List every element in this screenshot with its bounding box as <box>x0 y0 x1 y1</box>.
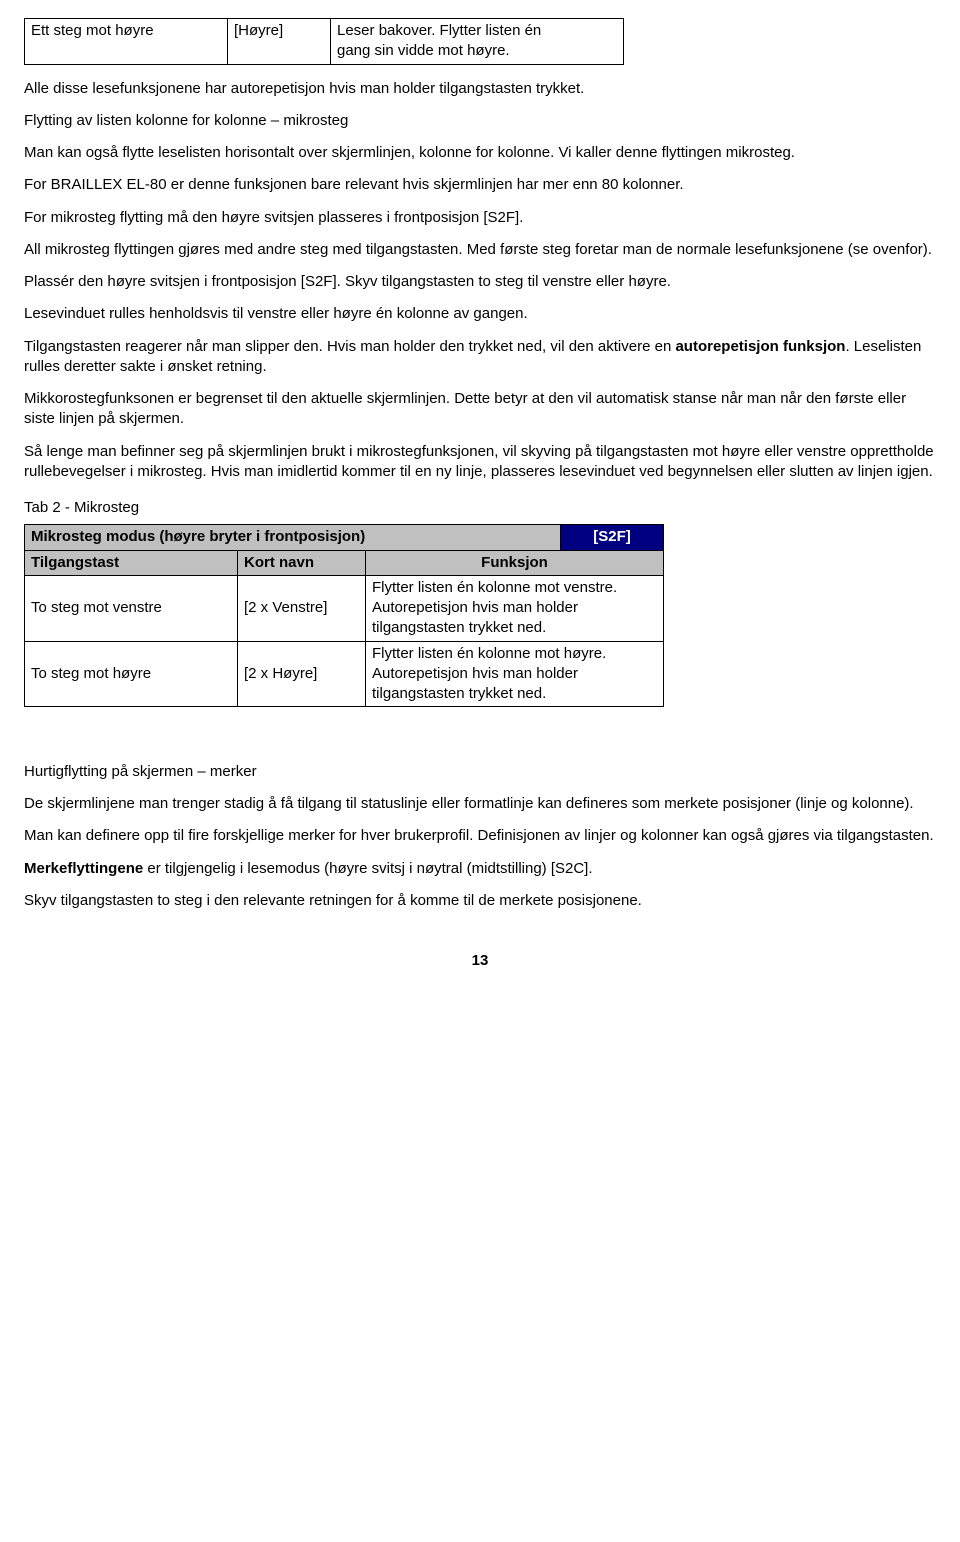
cell: To steg mot venstre <box>25 575 238 641</box>
paragraph: For mikrosteg flytting må den høyre svit… <box>24 208 936 228</box>
table-title: Mikrosteg modus (høyre bryter i frontpos… <box>25 525 561 550</box>
paragraph: Alle disse lesefunksjonene har autorepet… <box>24 79 936 99</box>
table-top: Ett steg mot høyre [Høyre] Leser bakover… <box>24 18 624 65</box>
paragraph: Lesevinduet rulles henholdsvis til venst… <box>24 304 936 324</box>
table-title-row: Mikrosteg modus (høyre bryter i frontpos… <box>25 525 664 550</box>
bold-text: autorepetisjon funksjon <box>675 338 845 355</box>
paragraph: Merkeflyttingene er tilgjengelig i lesem… <box>24 859 936 879</box>
cell-text: Leser bakover. Flytter listen én <box>337 22 541 39</box>
paragraph: Flytting av listen kolonne for kolonne –… <box>24 111 936 131</box>
col-header: Kort navn <box>238 550 366 575</box>
cell: Flytter listen én kolonne mot høyre. Aut… <box>366 641 664 707</box>
cell: Ett steg mot høyre <box>25 19 228 65</box>
table-row: To steg mot venstre [2 x Venstre] Flytte… <box>25 575 664 641</box>
cell: [2 x Høyre] <box>238 641 366 707</box>
table-code: [S2F] <box>561 525 664 550</box>
table-mikrosteg: Mikrosteg modus (høyre bryter i frontpos… <box>24 524 664 707</box>
paragraph: Skyv tilgangstasten to steg i den releva… <box>24 891 936 911</box>
paragraph: Tilgangstasten reagerer når man slipper … <box>24 337 936 378</box>
paragraph: Man kan definere opp til fire forskjelli… <box>24 826 936 846</box>
paragraph: Hurtigflytting på skjermen – merker <box>24 762 936 782</box>
text: Tilgangstasten reagerer når man slipper … <box>24 338 675 355</box>
cell: Leser bakover. Flytter listen én gang si… <box>331 19 624 65</box>
col-header: Tilgangstast <box>25 550 238 575</box>
cell: [2 x Venstre] <box>238 575 366 641</box>
paragraph: Mikkorostegfunksonen er begrenset til de… <box>24 389 936 430</box>
cell: [Høyre] <box>228 19 331 65</box>
paragraph: Så lenge man befinner seg på skjermlinje… <box>24 442 936 483</box>
cell: Flytter listen én kolonne mot venstre. A… <box>366 575 664 641</box>
col-header: Funksjon <box>366 550 664 575</box>
paragraph: Plassér den høyre svitsjen i frontposisj… <box>24 272 936 292</box>
paragraph: All mikrosteg flyttingen gjøres med andr… <box>24 240 936 260</box>
paragraph: Man kan også flytte leselisten horisonta… <box>24 143 936 163</box>
cell-text: gang sin vidde mot høyre. <box>337 42 510 59</box>
table-row: To steg mot høyre [2 x Høyre] Flytter li… <box>25 641 664 707</box>
table-row: Ett steg mot høyre [Høyre] Leser bakover… <box>25 19 624 65</box>
paragraph: De skjermlinjene man trenger stadig å få… <box>24 794 936 814</box>
table-caption: Tab 2 - Mikrosteg <box>24 498 936 518</box>
paragraph: For BRAILLEX EL-80 er denne funksjonen b… <box>24 175 936 195</box>
table-header-row: Tilgangstast Kort navn Funksjon <box>25 550 664 575</box>
cell: To steg mot høyre <box>25 641 238 707</box>
page-number: 13 <box>24 951 936 971</box>
bold-text: Merkeflyttingene <box>24 860 143 877</box>
text: er tilgjengelig i lesemodus (høyre svits… <box>143 860 592 877</box>
